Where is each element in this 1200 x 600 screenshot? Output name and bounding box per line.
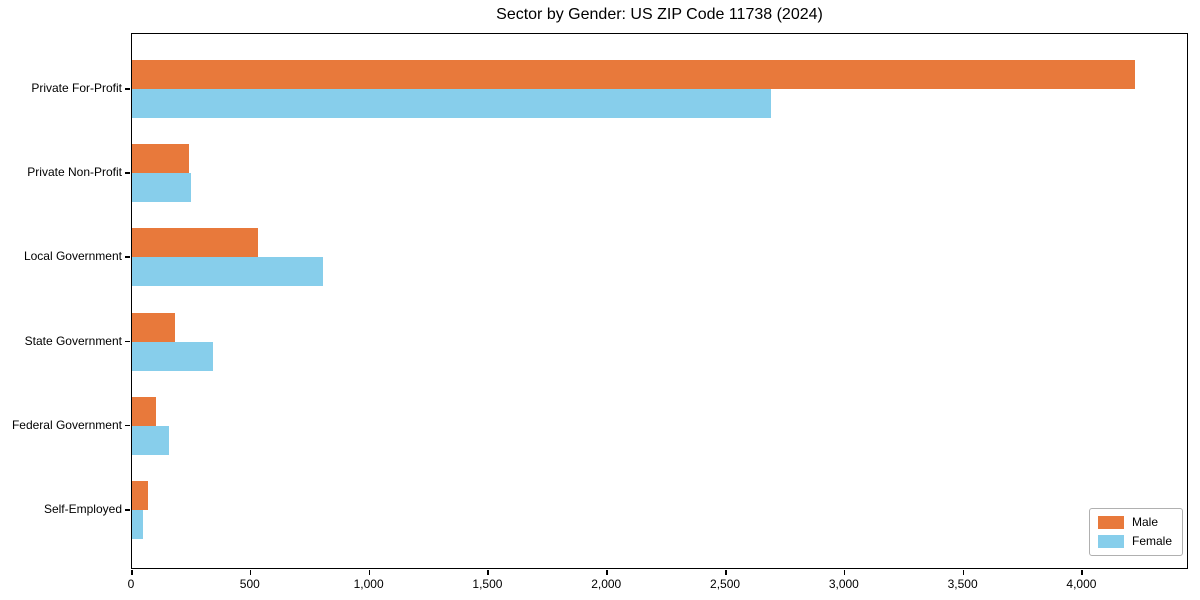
y-tick-label: Local Government [23, 249, 122, 264]
x-tick [606, 570, 608, 575]
bar-male-1 [132, 144, 190, 174]
bar-male-4 [132, 396, 156, 426]
bar-male-0 [132, 60, 1135, 89]
bar-female-5 [132, 510, 143, 539]
bar-female-2 [132, 257, 324, 287]
legend-item-female: Female [1097, 534, 1172, 548]
x-tick-label: 3,500 [947, 577, 978, 591]
x-tick [843, 570, 846, 575]
y-tick-label: Self-Employed [43, 502, 122, 516]
x-tick-label: 500 [239, 577, 260, 591]
x-tick-label: 3,000 [828, 577, 859, 591]
x-tick-label: 4,000 [1066, 577, 1097, 591]
legend-item-male: Male [1097, 515, 1172, 529]
bar-female-1 [132, 173, 192, 203]
x-tick-label: 2,000 [591, 577, 622, 591]
y-tick-label: Private Non-Profit [27, 165, 122, 180]
legend: Male Female [1088, 508, 1183, 556]
bar-male-2 [132, 228, 258, 258]
bar-female-3 [132, 341, 213, 371]
legend-swatch-female-icon [1097, 535, 1124, 548]
legend-label-female: Female [1131, 534, 1172, 548]
x-tick-label: 0 [127, 577, 135, 591]
x-tick [487, 570, 489, 575]
bar-female-0 [132, 89, 772, 118]
x-tick-label: 1,500 [472, 577, 503, 591]
y-tick [125, 509, 130, 511]
bar-male-3 [132, 312, 175, 342]
y-tick [125, 256, 130, 258]
x-tick [249, 570, 252, 575]
x-tick [368, 570, 371, 575]
y-tick-label: Federal Government [11, 417, 122, 432]
x-tick-label: 2,500 [710, 577, 741, 591]
x-tick [725, 570, 727, 575]
bar-female-4 [132, 425, 169, 455]
chart-title: Sector by Gender: US ZIP Code 11738 (202… [496, 6, 823, 23]
x-tick [1081, 570, 1083, 575]
y-tick-label: Private For-Profit [31, 81, 122, 95]
bar-male-5 [132, 481, 149, 510]
x-tick-label: 1,000 [353, 577, 384, 591]
x-tick [131, 570, 133, 575]
y-tick [125, 172, 130, 174]
y-tick [125, 340, 130, 343]
legend-label-male: Male [1131, 515, 1158, 529]
legend-swatch-male-icon [1097, 516, 1124, 529]
y-tick-label: State Government [24, 333, 122, 348]
y-tick [125, 88, 130, 90]
plot-area: Male Female [131, 33, 1188, 569]
x-tick [962, 570, 965, 575]
y-tick [125, 424, 130, 427]
